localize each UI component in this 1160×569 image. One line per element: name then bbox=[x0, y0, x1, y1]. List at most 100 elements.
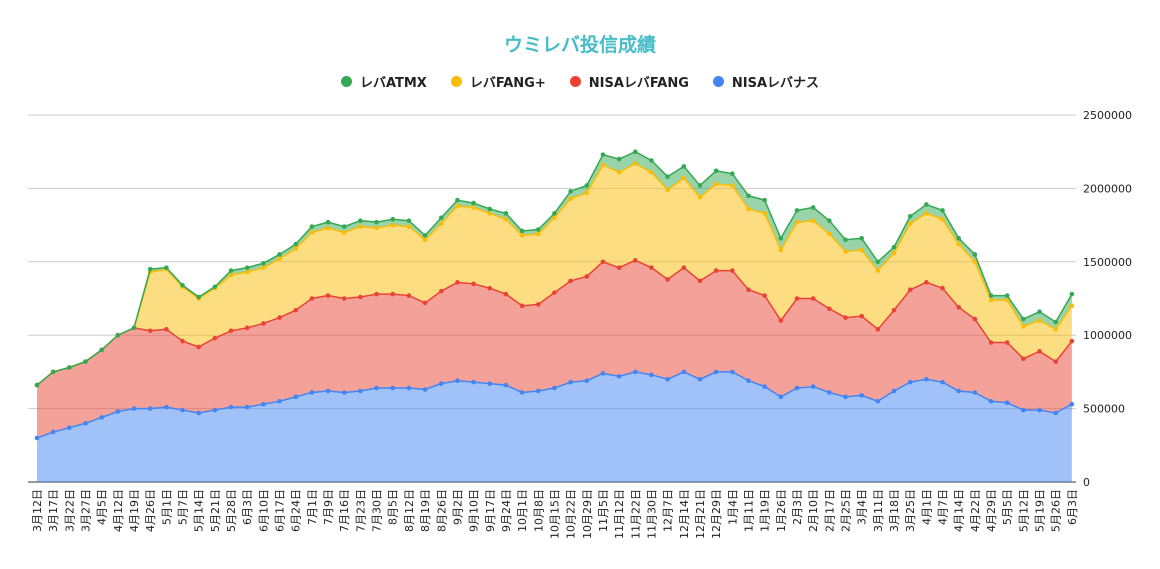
data-point[interactable] bbox=[487, 381, 493, 386]
data-point[interactable] bbox=[325, 293, 331, 298]
data-point[interactable] bbox=[972, 316, 978, 322]
data-point[interactable] bbox=[859, 236, 864, 241]
data-point[interactable] bbox=[406, 293, 412, 298]
data-point[interactable] bbox=[519, 228, 525, 234]
data-point[interactable] bbox=[1021, 316, 1026, 322]
data-point[interactable] bbox=[875, 259, 881, 265]
data-point[interactable] bbox=[1021, 356, 1026, 361]
data-point[interactable] bbox=[907, 287, 913, 292]
data-point[interactable] bbox=[341, 296, 347, 301]
data-point[interactable] bbox=[438, 221, 444, 226]
data-point[interactable] bbox=[730, 171, 735, 177]
data-point[interactable] bbox=[115, 409, 121, 414]
data-point[interactable] bbox=[940, 208, 945, 213]
data-point[interactable] bbox=[730, 268, 735, 273]
data-point[interactable] bbox=[1037, 318, 1042, 323]
data-point[interactable] bbox=[293, 307, 299, 313]
data-point[interactable] bbox=[875, 398, 881, 404]
data-point[interactable] bbox=[1053, 319, 1059, 325]
data-point[interactable] bbox=[277, 256, 282, 262]
data-point[interactable] bbox=[487, 211, 493, 216]
legend-item[interactable]: NISAレバナス bbox=[712, 72, 819, 91]
data-point[interactable] bbox=[778, 236, 784, 241]
data-point[interactable] bbox=[568, 189, 573, 194]
data-point[interactable] bbox=[455, 280, 460, 285]
data-point[interactable] bbox=[309, 224, 315, 229]
data-point[interactable] bbox=[843, 394, 848, 400]
data-point[interactable] bbox=[325, 219, 331, 225]
data-point[interactable] bbox=[940, 379, 945, 385]
data-point[interactable] bbox=[810, 296, 816, 301]
data-point[interactable] bbox=[875, 268, 881, 273]
data-point[interactable] bbox=[632, 258, 638, 263]
data-point[interactable] bbox=[794, 385, 800, 391]
data-point[interactable] bbox=[374, 225, 379, 231]
data-point[interactable] bbox=[277, 252, 282, 257]
data-point[interactable] bbox=[649, 158, 654, 163]
data-point[interactable] bbox=[374, 291, 379, 297]
data-point[interactable] bbox=[244, 325, 250, 331]
data-point[interactable] bbox=[422, 387, 428, 392]
data-point[interactable] bbox=[891, 388, 897, 394]
data-point[interactable] bbox=[228, 272, 234, 278]
data-point[interactable] bbox=[746, 206, 751, 212]
data-point[interactable] bbox=[406, 224, 412, 229]
data-point[interactable] bbox=[390, 222, 396, 228]
data-point[interactable] bbox=[164, 404, 169, 410]
data-point[interactable] bbox=[83, 420, 88, 426]
data-point[interactable] bbox=[293, 241, 299, 247]
data-point[interactable] bbox=[746, 193, 751, 199]
data-point[interactable] bbox=[956, 236, 961, 241]
data-point[interactable] bbox=[487, 206, 493, 212]
data-point[interactable] bbox=[697, 183, 703, 188]
data-point[interactable] bbox=[988, 297, 994, 303]
data-point[interactable] bbox=[665, 187, 670, 193]
data-point[interactable] bbox=[568, 379, 573, 385]
data-point[interactable] bbox=[519, 233, 525, 238]
data-point[interactable] bbox=[261, 401, 266, 407]
data-point[interactable] bbox=[552, 290, 557, 295]
data-point[interactable] bbox=[632, 161, 638, 166]
data-point[interactable] bbox=[584, 190, 590, 196]
data-point[interactable] bbox=[471, 200, 476, 206]
data-point[interactable] bbox=[924, 211, 929, 216]
data-point[interactable] bbox=[697, 194, 703, 200]
data-point[interactable] bbox=[1069, 291, 1075, 297]
data-point[interactable] bbox=[940, 216, 945, 222]
data-point[interactable] bbox=[471, 281, 476, 287]
data-point[interactable] bbox=[730, 369, 735, 375]
data-point[interactable] bbox=[924, 280, 929, 285]
data-point[interactable] bbox=[131, 325, 137, 331]
data-point[interactable] bbox=[309, 390, 315, 395]
data-point[interactable] bbox=[1037, 407, 1042, 413]
data-point[interactable] bbox=[293, 394, 299, 400]
data-point[interactable] bbox=[810, 205, 816, 210]
data-point[interactable] bbox=[649, 169, 654, 175]
data-point[interactable] bbox=[600, 162, 606, 168]
data-point[interactable] bbox=[859, 313, 864, 319]
data-point[interactable] bbox=[891, 244, 897, 250]
data-point[interactable] bbox=[438, 288, 444, 294]
data-point[interactable] bbox=[778, 318, 784, 323]
data-point[interactable] bbox=[67, 365, 72, 370]
data-point[interactable] bbox=[212, 284, 218, 290]
data-point[interactable] bbox=[907, 221, 913, 226]
data-point[interactable] bbox=[164, 265, 169, 270]
data-point[interactable] bbox=[616, 156, 622, 162]
data-point[interactable] bbox=[665, 174, 670, 179]
data-point[interactable] bbox=[1004, 297, 1010, 303]
data-point[interactable] bbox=[390, 216, 396, 222]
data-point[interactable] bbox=[632, 369, 638, 375]
data-point[interactable] bbox=[762, 293, 767, 298]
data-point[interactable] bbox=[535, 302, 541, 307]
data-point[interactable] bbox=[794, 219, 800, 225]
data-point[interactable] bbox=[196, 294, 201, 300]
data-point[interactable] bbox=[762, 197, 767, 203]
data-point[interactable] bbox=[503, 211, 509, 216]
data-point[interactable] bbox=[665, 277, 670, 282]
data-point[interactable] bbox=[390, 385, 396, 391]
data-point[interactable] bbox=[827, 390, 832, 395]
legend-item[interactable]: NISAレバFANG bbox=[569, 72, 689, 91]
data-point[interactable] bbox=[180, 282, 185, 288]
data-point[interactable] bbox=[358, 224, 363, 229]
